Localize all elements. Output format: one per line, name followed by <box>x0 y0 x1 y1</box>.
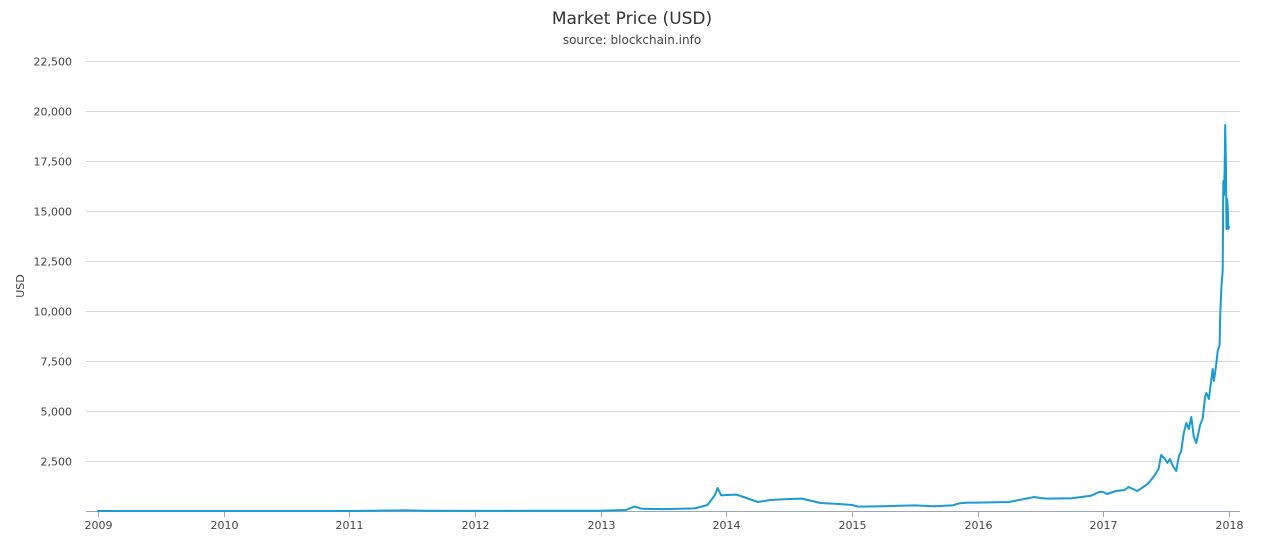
y-tick-label: 10,000 <box>34 306 73 319</box>
y-tick-label: 20,000 <box>34 106 73 119</box>
y-tick-label: 22,500 <box>34 56 73 69</box>
x-tick-label: 2018 <box>1216 519 1244 532</box>
x-tick-label: 2016 <box>965 519 993 532</box>
x-tick-label: 2010 <box>211 519 239 532</box>
y-tick-label: 15,000 <box>34 206 73 219</box>
y-tick-label: 2,500 <box>41 456 73 469</box>
x-tick-label: 2014 <box>713 519 741 532</box>
x-tick-label: 2013 <box>588 519 616 532</box>
chart-subtitle: source: blockchain.info <box>563 33 701 47</box>
chart-title: Market Price (USD) <box>552 9 712 29</box>
x-tick-label: 2015 <box>839 519 867 532</box>
x-tick-label: 2011 <box>336 519 364 532</box>
x-tick-label: 2017 <box>1090 519 1118 532</box>
series-layer <box>97 124 1230 512</box>
grid-lines <box>86 61 1240 462</box>
x-tick-label: 2012 <box>462 519 490 532</box>
y-tick-label: 7,500 <box>41 356 73 369</box>
price-series-line <box>97 124 1230 512</box>
x-axis: 2009 2010 2011 2012 2013 2014 2015 2016 2017 2018 <box>85 511 1244 532</box>
y-tick-label: 5,000 <box>41 406 73 419</box>
y-tick-label: 17,500 <box>34 156 73 169</box>
y-axis-label: USD <box>14 274 27 298</box>
y-tick-label: 12,500 <box>34 256 73 269</box>
y-axis-ticks: 2,500 5,000 7,500 10,000 12,500 15,000 17,500 2… <box>34 56 73 469</box>
x-tick-label: 2009 <box>85 519 113 532</box>
